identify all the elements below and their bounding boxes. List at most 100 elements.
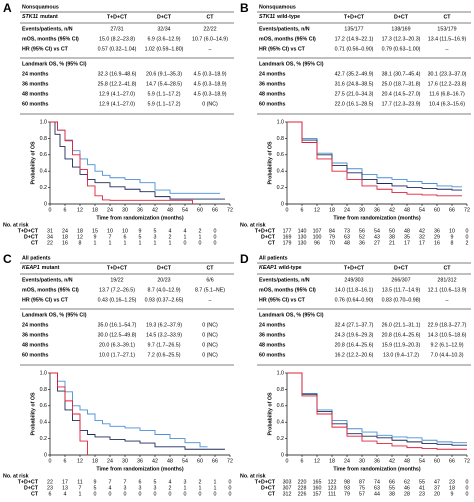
at-risk-value: 0: [466, 228, 469, 234]
table-cell: 14.7 (5.4–28.5): [146, 81, 182, 87]
table-cell: 17.7 (12.3–23.9): [382, 101, 421, 107]
table-cell: 0 (NC): [202, 352, 218, 358]
at-risk-value: 75: [359, 485, 365, 491]
x-tick-label: 30: [122, 207, 128, 213]
table-cell: 22/22: [203, 26, 216, 32]
at-risk-value: 1: [184, 485, 187, 491]
at-risk-value: 79: [344, 491, 350, 497]
at-risk-value: 55: [419, 479, 425, 485]
table-cell: 32.3 (16.9–48.6): [98, 71, 137, 77]
row-label: 24 months: [22, 322, 49, 328]
x-tick-label: 66: [449, 207, 455, 213]
km-curve: [50, 372, 208, 448]
at-risk-value: 1: [184, 234, 187, 240]
at-risk-value: 34: [47, 234, 53, 240]
table-subtitle: KEAP1 mutant: [22, 265, 60, 271]
at-risk-value: 0: [184, 240, 187, 246]
at-risk-value: 12: [77, 234, 83, 240]
at-risk-value: 48: [344, 240, 350, 246]
at-risk-value: 5: [139, 234, 142, 240]
km-curve: [50, 121, 220, 194]
table-cell: –: [209, 297, 212, 303]
at-risk-value: 62: [404, 479, 410, 485]
table-cell: –: [446, 297, 449, 303]
row-label: mOS, months (95% CI): [22, 36, 79, 42]
at-risk-value: 38: [389, 234, 395, 240]
y-axis-title: Probability of OS: [267, 141, 273, 184]
x-tick-label: 66: [212, 207, 218, 213]
x-tick-label: 6: [64, 458, 67, 464]
row-label: mOS, months (95% CI): [259, 36, 316, 42]
panel-letter: C: [3, 252, 12, 266]
table-cell: 9.2 (6.1–12.9): [431, 342, 464, 348]
at-risk-value: 5: [154, 479, 157, 485]
x-tick-label: 12: [314, 207, 320, 213]
row-label: mOS, months (95% CI): [259, 287, 316, 293]
at-risk-value: 4: [169, 228, 172, 234]
y-tick-label: 0.6: [277, 152, 284, 158]
at-risk-value: 1: [199, 234, 202, 240]
at-risk-value: 4: [169, 479, 172, 485]
x-tick-label: 60: [197, 458, 203, 464]
x-tick-label: 36: [137, 458, 143, 464]
table-cell: 4.5 (0.3–18.9): [194, 91, 227, 97]
table-cell: 7.0 (4.4–10.3): [431, 352, 464, 358]
at-risk-value: 1: [124, 240, 127, 246]
row-label: HR (95% CI) vs CT: [259, 297, 306, 303]
at-risk-value: 0: [229, 479, 232, 485]
at-risk-value: 157: [313, 491, 322, 497]
at-risk-value: 0: [139, 491, 142, 497]
x-tick-label: 72: [227, 458, 233, 464]
row-label: 24 months: [259, 71, 286, 77]
at-risk-label: D+CT: [24, 485, 39, 491]
row-label: 60 months: [22, 352, 49, 358]
at-risk-value: 3: [139, 485, 142, 491]
table-cell: 20.8 (16.4–25.6): [382, 332, 421, 338]
section-label: Landmark OS, % (95% CI): [259, 61, 324, 67]
x-tick-label: 48: [167, 207, 173, 213]
at-risk-value: 93: [344, 485, 350, 491]
table-cell: 249/303: [344, 277, 363, 283]
table-cell: 25.0 (18.7–31.8): [382, 81, 421, 87]
row-label: 60 months: [259, 352, 286, 358]
x-tick-label: 6: [64, 207, 67, 213]
table-cell: –: [446, 46, 449, 52]
row-label: 36 months: [22, 81, 49, 87]
gene: KEAP1: [22, 265, 40, 271]
table-cell: 32/34: [157, 26, 170, 32]
at-risk-label: T+D+CT: [18, 228, 39, 234]
at-risk-value: 79: [329, 234, 335, 240]
table-cell: 15.0 (8.2–23.8): [99, 36, 135, 42]
at-risk-value: 111: [328, 491, 336, 497]
at-risk-value: 22: [47, 479, 53, 485]
at-risk-value: 1: [154, 240, 157, 246]
table-cell: 0.43 (0.16–1.25): [98, 297, 137, 303]
x-tick-label: 60: [434, 207, 440, 213]
table-cell: 22.0 (16.1–28.5): [335, 101, 374, 107]
table-cell: 0.57 (0.32–1.04): [98, 46, 137, 52]
x-tick-label: 24: [344, 207, 350, 213]
at-risk-value: 4: [109, 485, 112, 491]
x-tick-label: 42: [389, 207, 395, 213]
row-label: 24 months: [259, 322, 286, 328]
at-risk-value: 6: [139, 479, 142, 485]
at-risk-value: 37: [434, 485, 440, 491]
y-tick-label: 0.6: [277, 403, 284, 409]
at-risk-value: 0: [214, 234, 217, 240]
at-risk-value: 6: [49, 491, 52, 497]
table-cell: 0.93 (0.37–2.65): [145, 297, 184, 303]
x-tick-label: 6: [301, 458, 304, 464]
table-cell: 0.83 (0.70–0.98): [382, 297, 421, 303]
at-risk-value: 1: [79, 491, 82, 497]
table-cell: 24.3 (19.6–29.3): [335, 332, 374, 338]
at-risk-value: 177: [283, 228, 292, 234]
y-tick-label: 1.0: [277, 119, 284, 125]
y-tick-label: 1.0: [40, 370, 47, 376]
at-risk-value: 54: [374, 228, 380, 234]
km-curve: [287, 372, 467, 450]
table-title: All patients: [259, 255, 288, 261]
y-tick-label: 0: [281, 452, 284, 458]
x-tick-label: 72: [227, 207, 233, 213]
table-cell: 20.6 (9.1–35.3): [146, 71, 182, 77]
x-tick-label: 66: [212, 458, 218, 464]
